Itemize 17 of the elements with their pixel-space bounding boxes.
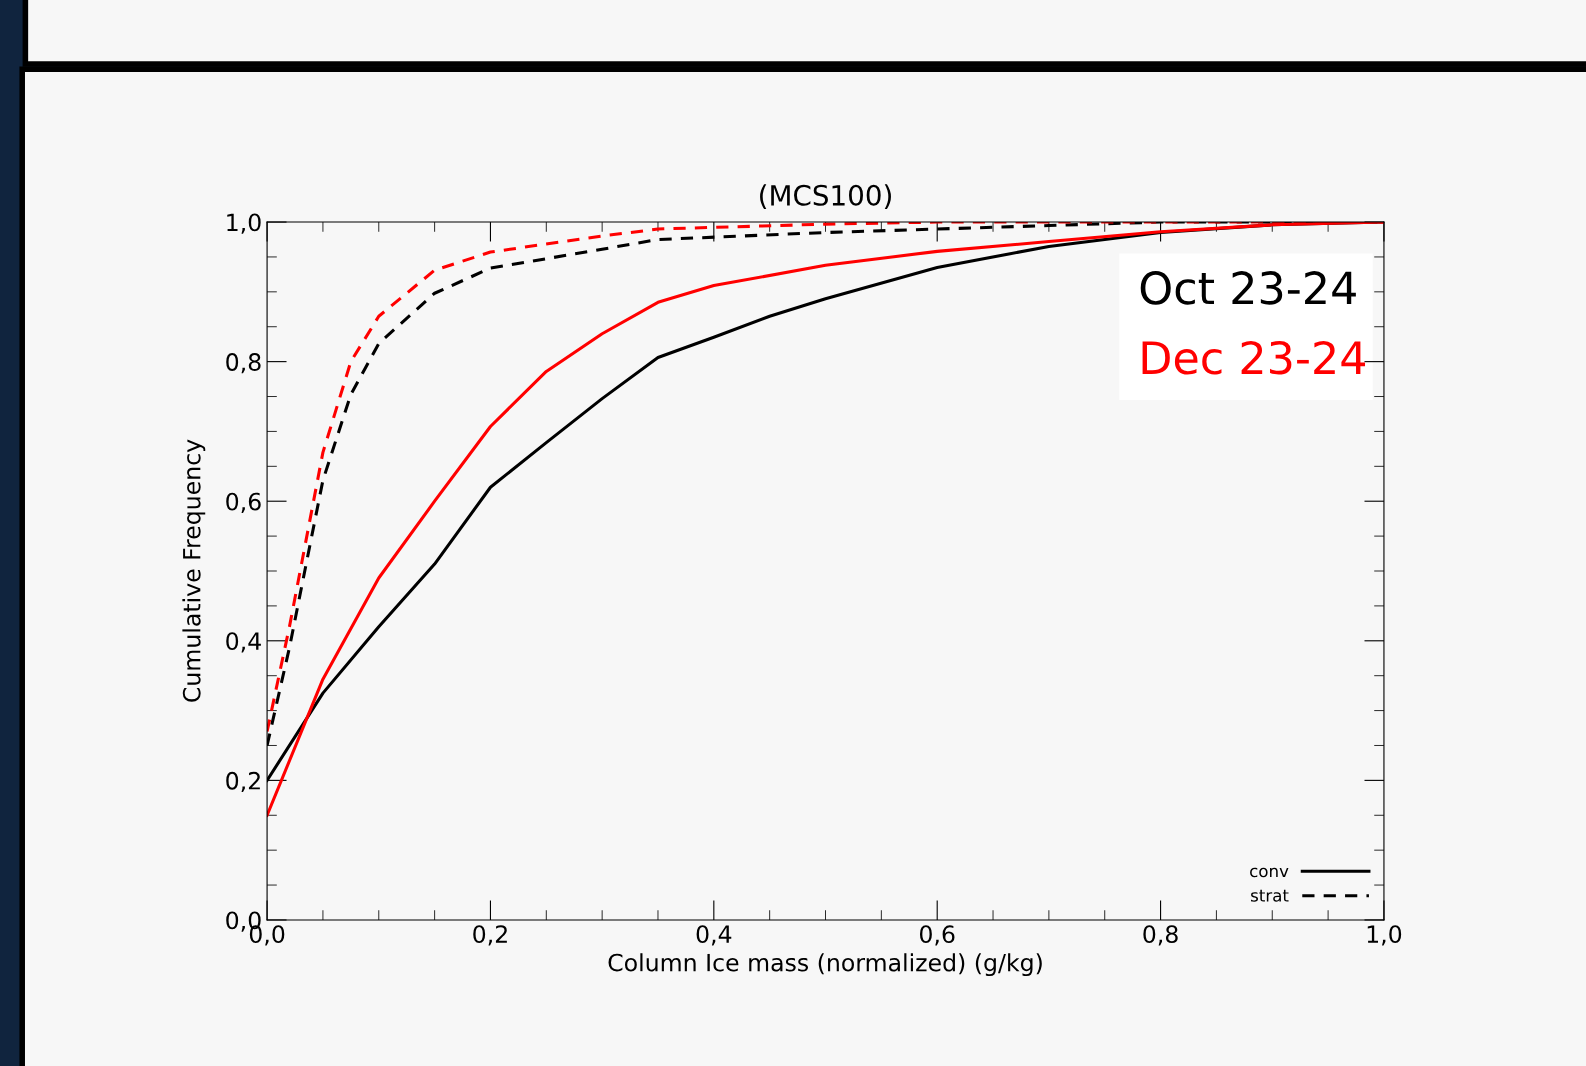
legend-label: strat [1251, 889, 1289, 902]
y-tick-label: 0,8 [226, 353, 261, 374]
legend-label: conv [1250, 867, 1289, 878]
y-tick-label: 1,0 [227, 213, 261, 234]
x-tick-label: 0,2 [473, 925, 507, 946]
y-axis-title: Cumulative Frequency [182, 439, 206, 702]
x-axis-title: Column Ice mass (normalized) (g/kg) [608, 953, 1042, 977]
chart-title: (MCS100) [760, 184, 891, 210]
x-tick-label: 0,6 [919, 925, 955, 946]
annotation: Dec 23-24 [1142, 340, 1366, 375]
x-tick-label: 1,0 [1367, 925, 1402, 946]
x-tick-label: 0,4 [696, 925, 732, 946]
y-tick-label: 0,4 [226, 632, 261, 653]
x-tick-label: 0,8 [1143, 925, 1178, 946]
annotation: Oct 23-24 [1140, 271, 1356, 305]
y-tick-label: 0,6 [226, 492, 261, 513]
y-tick-label: 0,2 [226, 771, 260, 793]
